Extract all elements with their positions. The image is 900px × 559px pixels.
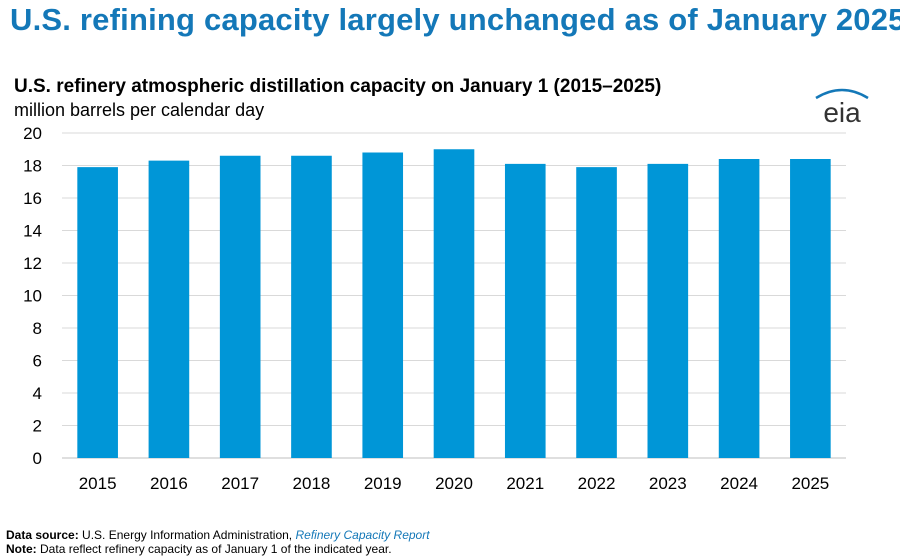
x-tick-label: 2025 [791,474,829,493]
bar [77,167,118,458]
bar [790,159,831,458]
bar [433,149,475,458]
x-tick-label: 2020 [435,474,473,493]
y-tick-label: 20 [23,124,42,143]
data-source-label: Data source: [6,528,79,542]
x-tick-label: 2016 [150,474,188,493]
bar [219,155,261,458]
logo-arc [815,88,869,100]
y-tick-label: 12 [23,254,42,273]
x-tick-label: 2023 [649,474,687,493]
y-tick-label: 2 [33,417,42,436]
data-source-link[interactable]: Refinery Capacity Report [295,528,430,542]
x-tick-label: 2024 [720,474,758,493]
x-tick-label: 2015 [79,474,117,493]
y-tick-label: 14 [23,222,42,241]
y-tick-label: 0 [33,449,42,468]
y-tick-label: 16 [23,189,42,208]
x-tick-label: 2018 [293,474,331,493]
bar [148,160,190,458]
chart-title: U.S. refinery atmospheric distillation c… [14,76,662,97]
y-tick-label: 6 [33,352,42,371]
note-text: Data reflect refinery capacity as of Jan… [40,542,392,556]
bar [576,167,617,458]
y-tick-label: 10 [23,287,42,306]
y-tick-label: 4 [33,384,42,403]
data-source-text: U.S. Energy Information Administration, [82,528,293,542]
bar [647,163,689,458]
data-source-line: Data source: U.S. Energy Information Adm… [6,528,430,542]
y-axis-units-label: million barrels per calendar day [14,100,265,120]
note-label: Note: [6,542,37,556]
bar-chart: 0 2 4 6 8 10 12 14 16 18 20 2015 2016 2017 2018 2019 202… [23,124,846,493]
x-tick-label: 2021 [506,474,544,493]
x-tick-label: 2019 [364,474,402,493]
bar [718,159,760,458]
x-tick-label: 2022 [578,474,616,493]
bar [504,163,546,458]
eia-logo: eia [815,88,869,128]
bar [291,155,332,458]
headline: U.S. refining capacity largely unchanged… [10,2,900,37]
logo-text: eia [823,97,861,128]
y-tick-label: 8 [33,319,42,338]
note-line: Note: Data reflect refinery capacity as … [6,542,392,556]
bar [362,152,404,458]
x-tick-label: 2017 [221,474,259,493]
y-tick-label: 18 [23,157,42,176]
